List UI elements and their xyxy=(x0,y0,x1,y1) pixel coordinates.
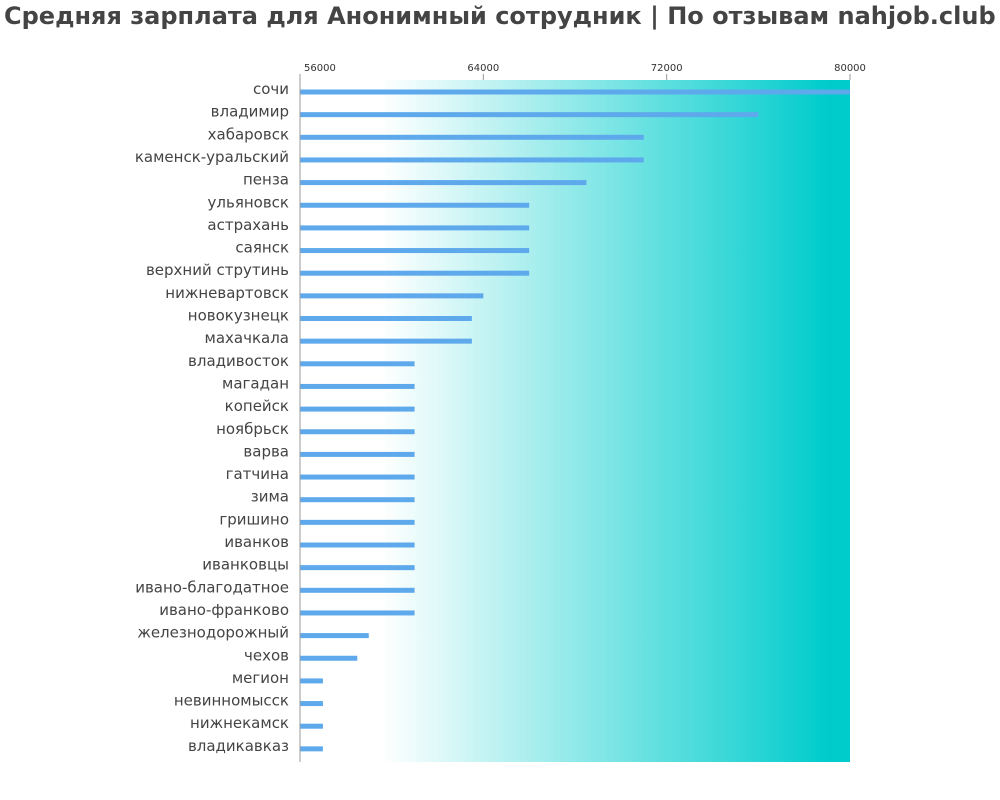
bar xyxy=(300,293,484,299)
bars xyxy=(300,89,850,752)
category-label: гришино xyxy=(219,510,289,528)
bar xyxy=(300,610,415,616)
category-label: новокузнецк xyxy=(188,307,289,325)
bar xyxy=(300,361,415,367)
category-label: ивано-благодатное xyxy=(135,578,289,596)
category-label: хабаровск xyxy=(208,125,289,143)
bar xyxy=(300,383,415,389)
category-label: зима xyxy=(251,488,289,506)
bar xyxy=(300,338,472,344)
bar xyxy=(300,474,415,480)
x-axis-ticks: 56000 64000 72000 80000 xyxy=(299,63,866,80)
bar xyxy=(300,406,415,412)
plot-background xyxy=(300,80,850,762)
category-label: ноябрьск xyxy=(216,420,289,438)
bar xyxy=(300,134,644,140)
bar xyxy=(300,89,850,95)
bar xyxy=(300,542,415,548)
category-label: каменск-уральский xyxy=(135,148,289,166)
category-label: чехов xyxy=(244,646,289,664)
category-label: копейск xyxy=(225,397,289,415)
category-label: нижнекамск xyxy=(190,714,289,732)
category-label: иванковцы xyxy=(202,556,289,574)
bar xyxy=(300,723,323,729)
category-label: владимир xyxy=(211,103,289,121)
x-tick-label: 72000 xyxy=(651,63,683,74)
category-label: варва xyxy=(243,442,289,460)
category-label: гатчина xyxy=(226,465,289,483)
bar xyxy=(300,451,415,457)
category-label: невинномысск xyxy=(174,692,289,710)
category-label: мегион xyxy=(232,669,289,687)
x-tick-label: 56000 xyxy=(304,63,336,74)
category-label: иванков xyxy=(224,533,289,551)
category-label: саянск xyxy=(235,239,289,257)
bar xyxy=(300,429,415,435)
bar xyxy=(300,180,587,186)
category-label: магадан xyxy=(222,374,289,392)
category-label: пенза xyxy=(243,171,289,189)
bar xyxy=(300,202,530,208)
bar xyxy=(300,497,415,503)
x-tick-label: 80000 xyxy=(834,63,866,74)
category-label: астрахань xyxy=(207,216,289,234)
bar xyxy=(300,270,530,276)
category-label: нижневартовск xyxy=(165,284,289,302)
bar xyxy=(300,587,415,593)
bar xyxy=(300,248,530,254)
bar xyxy=(300,225,530,231)
bar xyxy=(300,655,358,661)
bar xyxy=(300,746,323,752)
bar xyxy=(300,633,369,639)
chart-title: Средняя зарплата для Анонимный сотрудник… xyxy=(4,2,996,30)
bar xyxy=(300,701,323,707)
category-label: ивано-франково xyxy=(159,601,289,619)
category-label: владивосток xyxy=(188,352,289,370)
category-label: верхний струтинь xyxy=(146,261,289,279)
category-label: махачкала xyxy=(205,329,289,347)
bar xyxy=(300,565,415,571)
category-label: ульяновск xyxy=(208,193,289,211)
x-tick-label: 64000 xyxy=(467,63,499,74)
bar xyxy=(300,519,415,525)
bar xyxy=(300,112,759,118)
category-label: железнодорожный xyxy=(137,624,289,642)
bar xyxy=(300,678,323,684)
category-labels: сочи владимир хабаровск каменск-уральский пе… xyxy=(135,80,289,755)
bar xyxy=(300,157,644,163)
category-label: сочи xyxy=(253,80,289,98)
bar xyxy=(300,316,472,321)
category-label: владикавказ xyxy=(188,737,289,755)
